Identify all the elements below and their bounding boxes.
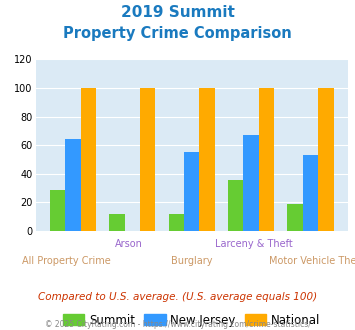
- Legend: Summit, New Jersey, National: Summit, New Jersey, National: [58, 309, 325, 330]
- Text: Property Crime Comparison: Property Crime Comparison: [63, 26, 292, 41]
- Bar: [244, 135, 259, 231]
- Bar: [228, 180, 244, 231]
- Text: Arson: Arson: [115, 239, 143, 249]
- Bar: [287, 204, 303, 231]
- Bar: [109, 214, 125, 231]
- Text: All Property Crime: All Property Crime: [22, 256, 111, 266]
- Bar: [169, 214, 184, 231]
- Bar: [303, 155, 318, 231]
- Text: Motor Vehicle Theft: Motor Vehicle Theft: [269, 256, 355, 266]
- Bar: [200, 88, 215, 231]
- Bar: [259, 88, 274, 231]
- Bar: [65, 140, 81, 231]
- Text: Compared to U.S. average. (U.S. average equals 100): Compared to U.S. average. (U.S. average …: [38, 292, 317, 302]
- Text: Larceny & Theft: Larceny & Theft: [215, 239, 293, 249]
- Bar: [184, 152, 200, 231]
- Text: © 2025 CityRating.com - https://www.cityrating.com/crime-statistics/: © 2025 CityRating.com - https://www.city…: [45, 320, 310, 329]
- Bar: [50, 189, 65, 231]
- Bar: [140, 88, 155, 231]
- Text: Burglary: Burglary: [171, 256, 212, 266]
- Bar: [81, 88, 96, 231]
- Text: 2019 Summit: 2019 Summit: [121, 5, 234, 20]
- Bar: [318, 88, 334, 231]
